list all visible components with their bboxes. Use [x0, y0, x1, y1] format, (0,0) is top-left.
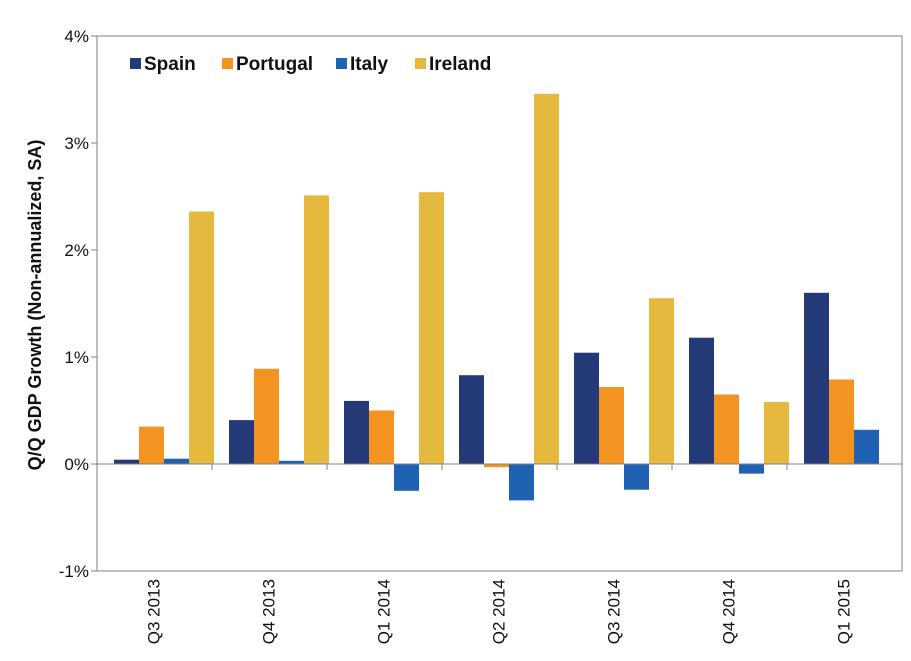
y-tick-label: 3%	[64, 134, 89, 153]
x-tick-label: Q2 2014	[490, 579, 509, 644]
bar-spain-q1-2015	[804, 292, 829, 464]
y-tick-label: 4%	[64, 27, 89, 46]
x-tick-label: Q4 2013	[260, 579, 279, 644]
bar-italy-q3-2014	[624, 464, 649, 490]
bar-italy-q1-2015	[854, 429, 879, 464]
y-tick-label: -1%	[59, 562, 89, 581]
legend-swatch-portugal	[222, 58, 233, 69]
bar-ireland-q3-2014	[649, 298, 674, 464]
legend: Spain Portugal Italy Ireland	[130, 54, 491, 75]
legend-swatch-ireland	[415, 58, 426, 69]
bar-ireland-q2-2014	[534, 93, 559, 465]
bar-italy-q2-2014	[509, 464, 534, 501]
bar-spain-q4-2014	[689, 337, 714, 464]
x-tick-label: Q1 2014	[375, 579, 394, 644]
x-ticks-group: Q3 2013 Q4 2013 Q1 2014 Q2 2014 Q3 2014 Q4 20…	[96, 464, 903, 644]
legend-label-portugal: Portugal	[236, 54, 313, 75]
x-tick-label: Q1 2015	[835, 579, 854, 644]
bar-ireland-q4-2013	[304, 195, 329, 464]
bar-portugal-q1-2014	[369, 410, 394, 464]
bar-spain-q2-2014	[459, 375, 484, 464]
bar-portugal-q4-2013	[254, 368, 279, 464]
bar-portugal-q1-2015	[829, 379, 854, 464]
bar-ireland-q1-2014	[419, 192, 444, 464]
bar-spain-q3-2014	[574, 352, 599, 464]
y-tick-label: 0%	[64, 455, 89, 474]
bar-ireland-q4-2014	[764, 401, 789, 464]
legend-label-spain: Spain	[144, 54, 196, 75]
x-tick-label: Q4 2014	[720, 579, 739, 644]
legend-label-ireland: Ireland	[429, 54, 491, 75]
y-tick-label: 1%	[64, 348, 89, 367]
x-tick-label: Q3 2014	[605, 579, 624, 644]
plot-frame	[96, 35, 903, 572]
axes-group	[96, 35, 903, 572]
legend-swatch-italy	[336, 58, 347, 69]
x-tick-label: Q3 2013	[145, 579, 164, 644]
y-ticks-group: -1% 0% 1% 2% 3% 4%	[59, 27, 97, 581]
bar-ireland-q3-2013	[189, 211, 214, 464]
bar-spain-q4-2013	[229, 420, 254, 464]
legend-label-italy: Italy	[350, 54, 388, 75]
y-tick-label: 2%	[64, 241, 89, 260]
bar-portugal-q4-2014	[714, 394, 739, 464]
bar-spain-q3-2013	[114, 459, 139, 464]
bar-portugal-q2-2014	[484, 464, 509, 468]
legend-swatch-spain	[130, 58, 141, 69]
bar-spain-q1-2014	[344, 400, 369, 464]
bar-italy-q4-2013	[279, 460, 304, 464]
bar-italy-q1-2014	[394, 464, 419, 491]
bar-portugal-q3-2014	[599, 387, 624, 464]
y-axis-label: Q/Q GDP Growth (Non-annualized, SA)	[25, 140, 45, 471]
bar-portugal-q3-2013	[139, 426, 164, 464]
bar-italy-q3-2013	[164, 458, 189, 464]
bars-group	[114, 93, 879, 501]
bar-italy-q4-2014	[739, 464, 764, 474]
